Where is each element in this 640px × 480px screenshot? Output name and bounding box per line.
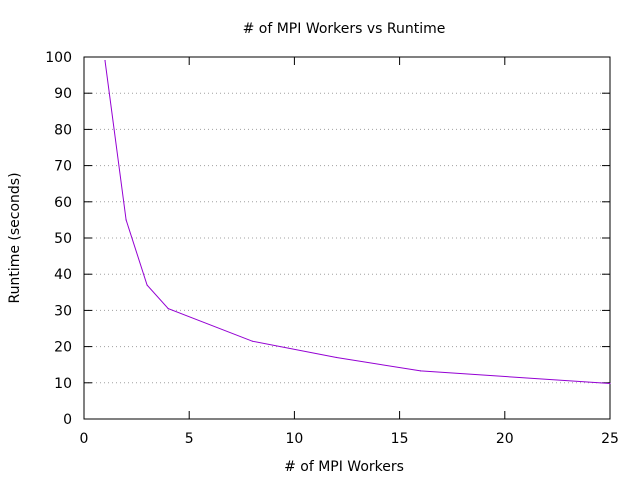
y-tick-label: 60 bbox=[54, 195, 72, 211]
y-tick-label: 80 bbox=[54, 122, 72, 138]
data-point bbox=[335, 356, 338, 359]
x-tick-label: 20 bbox=[496, 431, 514, 447]
gridlines bbox=[84, 92, 610, 384]
x-axis-label: # of MPI Workers bbox=[284, 459, 404, 475]
data-point bbox=[167, 307, 169, 310]
axis-ticks: 0 10 20 30 40 50 60 70 80 90 100 0 5 10 15 20 25 bbox=[45, 50, 619, 447]
series-line bbox=[104, 60, 611, 384]
data-point bbox=[125, 219, 127, 221]
y-axis-label: Runtime (seconds) bbox=[7, 172, 23, 303]
plot-frame bbox=[83, 56, 611, 420]
data-point bbox=[251, 340, 253, 342]
y-tick-label: 0 bbox=[63, 412, 72, 428]
series-group bbox=[104, 60, 611, 385]
data-point bbox=[104, 60, 106, 62]
y-tick-label: 20 bbox=[54, 340, 72, 356]
x-tick-label: 25 bbox=[601, 431, 619, 447]
data-point bbox=[609, 382, 611, 385]
x-tick-label: 15 bbox=[391, 431, 409, 447]
y-tick-label: 90 bbox=[54, 86, 72, 102]
data-point bbox=[420, 370, 422, 372]
y-tick-label: 100 bbox=[45, 50, 72, 66]
y-tick-label: 70 bbox=[54, 159, 72, 175]
x-tick-label: 0 bbox=[80, 431, 89, 447]
chart-title: # of MPI Workers vs Runtime bbox=[243, 21, 446, 37]
data-point bbox=[146, 284, 148, 286]
x-tick-label: 10 bbox=[285, 431, 303, 447]
y-tick-label: 40 bbox=[54, 267, 72, 283]
y-tick-label: 30 bbox=[54, 303, 72, 319]
x-tick-label: 5 bbox=[185, 431, 194, 447]
y-tick-label: 10 bbox=[54, 376, 72, 392]
y-tick-label: 50 bbox=[54, 231, 72, 247]
